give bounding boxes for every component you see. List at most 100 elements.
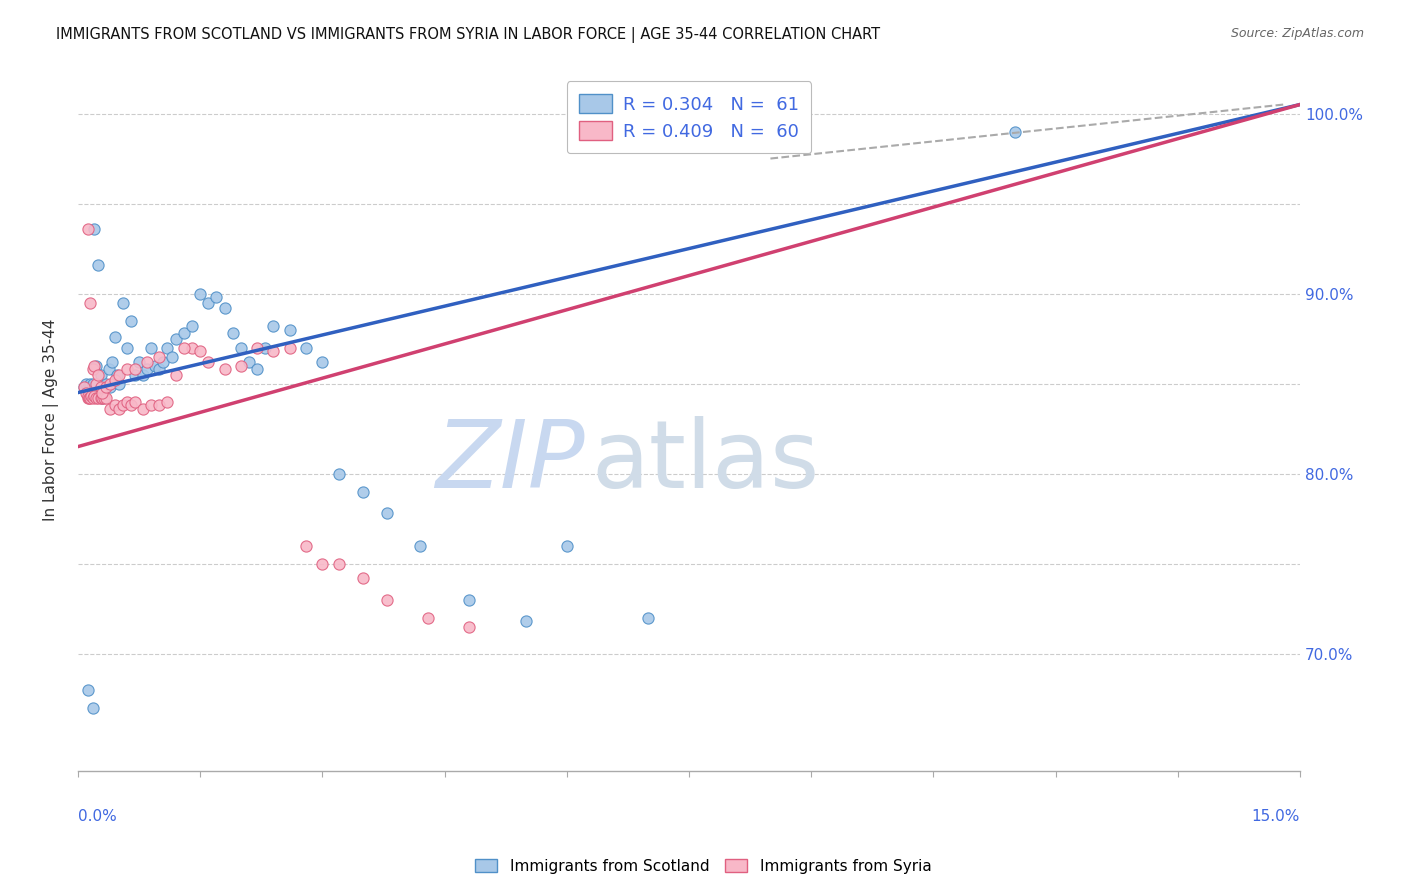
Point: [96, 391, 118, 405]
Point: [515, 614, 537, 628]
Point: [107, 376, 129, 391]
Point: [1004, 124, 1026, 138]
Point: [188, 344, 211, 359]
Point: [100, 401, 122, 416]
Point: [83, 359, 105, 373]
Point: [120, 398, 142, 412]
Point: [555, 539, 578, 553]
Point: [214, 301, 236, 315]
Point: [278, 322, 301, 336]
Text: 15.0%: 15.0%: [1251, 809, 1301, 824]
Point: [82, 700, 104, 714]
Point: [141, 398, 163, 412]
Text: IMMIGRANTS FROM SCOTLAND VS IMMIGRANTS FROM SYRIA IN LABOR FORCE | AGE 35-44 COR: IMMIGRANTS FROM SCOTLAND VS IMMIGRANTS F…: [56, 27, 880, 43]
Point: [143, 359, 166, 373]
Point: [77, 389, 100, 403]
Point: [246, 341, 269, 355]
Point: [418, 610, 440, 624]
Point: [458, 620, 481, 634]
Point: [188, 286, 211, 301]
Point: [75, 385, 97, 400]
Point: [132, 401, 155, 416]
Point: [328, 467, 350, 481]
Point: [181, 318, 204, 333]
Point: [96, 380, 118, 394]
Point: [124, 368, 146, 382]
Point: [93, 391, 115, 405]
Point: [84, 391, 107, 405]
Point: [148, 362, 170, 376]
Point: [84, 376, 107, 391]
Point: [101, 355, 124, 369]
Point: [352, 571, 374, 585]
Point: [87, 368, 110, 382]
Point: [79, 376, 101, 391]
Point: [128, 355, 150, 369]
Point: [111, 398, 134, 412]
Point: [91, 385, 114, 400]
Point: [90, 380, 112, 394]
Point: [311, 557, 333, 571]
Point: [295, 341, 318, 355]
Point: [205, 290, 228, 304]
Point: [156, 394, 179, 409]
Point: [311, 355, 333, 369]
Point: [173, 326, 195, 341]
Point: [678, 124, 700, 138]
Point: [136, 362, 159, 376]
Point: [148, 398, 170, 412]
Point: [156, 341, 179, 355]
Point: [103, 398, 125, 412]
Point: [103, 330, 125, 344]
Point: [79, 380, 101, 394]
Point: [103, 373, 125, 387]
Point: [82, 362, 104, 376]
Point: [124, 394, 146, 409]
Point: [79, 295, 101, 310]
Point: [262, 344, 284, 359]
Point: [165, 368, 187, 382]
Point: [152, 355, 174, 369]
Point: [96, 376, 118, 391]
Point: [80, 389, 103, 403]
Point: [76, 391, 98, 405]
Point: [278, 341, 301, 355]
Point: [87, 391, 110, 405]
Point: [107, 368, 129, 382]
Point: [165, 332, 187, 346]
Point: [229, 359, 252, 373]
Point: [82, 376, 104, 391]
Point: [79, 391, 101, 405]
Point: [238, 355, 260, 369]
Point: [328, 557, 350, 571]
Legend: R = 0.304   N =  61, R = 0.409   N =  60: R = 0.304 N = 61, R = 0.409 N = 60: [567, 81, 811, 153]
Point: [352, 484, 374, 499]
Point: [132, 368, 155, 382]
Point: [262, 318, 284, 333]
Point: [83, 221, 105, 235]
Point: [377, 592, 399, 607]
Point: [82, 391, 104, 405]
Point: [111, 295, 134, 310]
Point: [115, 394, 138, 409]
Point: [141, 341, 163, 355]
Point: [90, 368, 112, 382]
Point: [100, 380, 122, 394]
Point: [83, 389, 105, 403]
Point: [148, 350, 170, 364]
Point: [124, 362, 146, 376]
Point: [100, 376, 122, 391]
Point: [75, 376, 97, 391]
Point: [246, 362, 269, 376]
Point: [77, 391, 100, 405]
Point: [84, 359, 107, 373]
Point: [197, 295, 219, 310]
Point: [229, 341, 252, 355]
Point: [115, 341, 138, 355]
Point: [181, 341, 204, 355]
Point: [80, 380, 103, 394]
Point: [254, 341, 277, 355]
Point: [637, 610, 659, 624]
Point: [120, 313, 142, 327]
Point: [73, 380, 96, 394]
